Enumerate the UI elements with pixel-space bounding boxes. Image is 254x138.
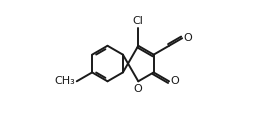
Text: CH₃: CH₃ — [54, 76, 75, 86]
Text: Cl: Cl — [133, 16, 144, 26]
Text: O: O — [171, 76, 179, 86]
Text: O: O — [184, 33, 193, 43]
Text: O: O — [133, 84, 142, 94]
